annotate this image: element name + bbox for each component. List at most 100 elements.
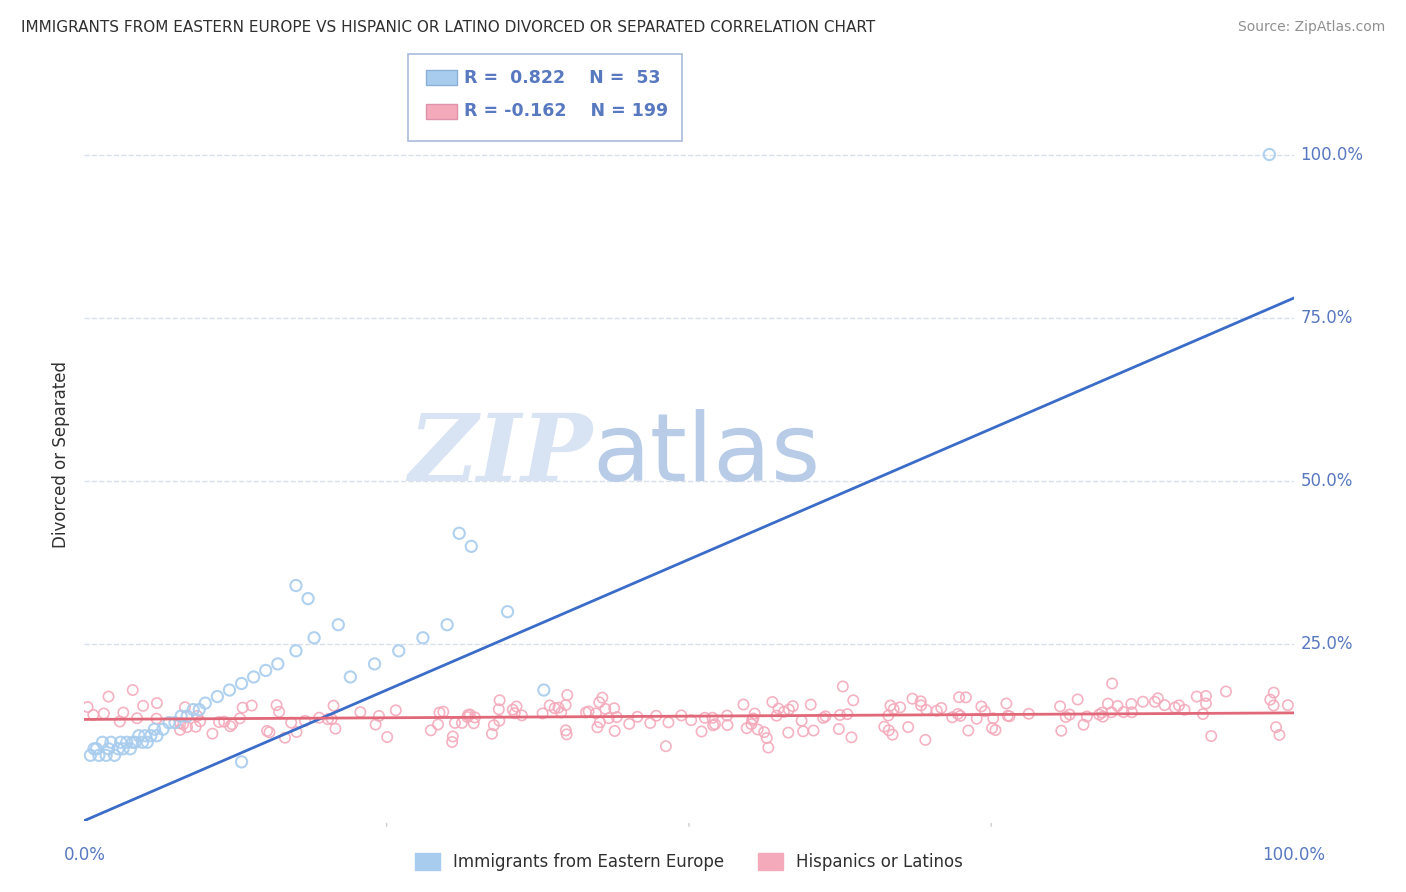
Point	[1258, 692, 1281, 706]
Text: 50.0%: 50.0%	[1301, 472, 1353, 490]
Point	[948, 690, 970, 705]
Point	[1258, 147, 1281, 161]
Point	[110, 735, 132, 749]
Point	[585, 706, 607, 721]
Point	[754, 725, 776, 739]
Text: R = -0.162    N = 199: R = -0.162 N = 199	[464, 103, 668, 120]
Point	[451, 715, 474, 730]
Point	[547, 700, 569, 714]
Point	[302, 631, 325, 645]
Text: ZIP: ZIP	[408, 410, 592, 500]
Point	[321, 712, 343, 726]
Point	[657, 715, 679, 730]
Point	[212, 714, 235, 729]
Point	[201, 726, 224, 740]
Point	[87, 748, 110, 763]
Point	[740, 717, 762, 731]
Point	[591, 690, 613, 705]
Point	[86, 741, 108, 756]
Point	[589, 715, 612, 730]
Point	[339, 670, 361, 684]
Point	[761, 695, 783, 709]
Point	[702, 711, 724, 725]
Point	[1049, 699, 1071, 714]
Point	[502, 703, 524, 717]
Point	[555, 688, 578, 702]
Point	[267, 657, 290, 671]
Point	[463, 716, 485, 731]
Point	[419, 723, 441, 738]
Point	[1195, 689, 1218, 703]
Point	[744, 706, 766, 721]
Point	[457, 708, 479, 723]
Text: 75.0%: 75.0%	[1301, 309, 1353, 326]
Point	[176, 720, 198, 734]
Point	[325, 722, 347, 736]
Point	[208, 714, 231, 729]
Point	[284, 578, 308, 592]
Point	[83, 741, 105, 756]
Point	[768, 701, 790, 715]
Point	[322, 698, 344, 713]
Point	[588, 695, 610, 709]
Point	[240, 698, 263, 713]
Point	[94, 748, 117, 763]
Point	[1050, 723, 1073, 738]
Point	[873, 720, 896, 734]
Point	[882, 728, 904, 742]
Point	[704, 717, 727, 731]
Point	[966, 712, 988, 726]
Point	[104, 748, 127, 763]
Point	[1132, 695, 1154, 709]
Point	[981, 711, 1004, 725]
Point	[482, 718, 505, 732]
Point	[756, 740, 779, 755]
Point	[1101, 706, 1123, 720]
Point	[458, 707, 481, 722]
Point	[543, 701, 565, 715]
Point	[429, 706, 451, 720]
Point	[742, 712, 765, 726]
Point	[97, 690, 120, 704]
Point	[925, 704, 948, 718]
Point	[432, 705, 454, 719]
Point	[308, 711, 330, 725]
Point	[533, 683, 555, 698]
Point	[1101, 676, 1123, 690]
Point	[464, 710, 486, 724]
Point	[1199, 729, 1222, 743]
Point	[1018, 706, 1040, 721]
Point	[555, 727, 578, 741]
Point	[231, 755, 253, 769]
Point	[112, 741, 135, 756]
Point	[842, 693, 865, 707]
Point	[412, 631, 434, 645]
Point	[1107, 698, 1129, 713]
Point	[79, 748, 101, 763]
Point	[1164, 700, 1187, 714]
Point	[1091, 709, 1114, 723]
Point	[1121, 706, 1143, 720]
Point	[1185, 690, 1208, 704]
Point	[76, 700, 98, 714]
Point	[186, 709, 208, 723]
Point	[1076, 709, 1098, 723]
Point	[503, 706, 526, 721]
Point	[941, 710, 963, 724]
Point	[800, 698, 823, 712]
Point	[755, 731, 778, 745]
Point	[131, 735, 153, 749]
Point	[778, 702, 800, 716]
Point	[269, 705, 291, 719]
Point	[595, 702, 617, 716]
Point	[232, 700, 254, 714]
Point	[125, 711, 148, 725]
Point	[388, 644, 411, 658]
Point	[488, 714, 510, 728]
Point	[132, 698, 155, 713]
Point	[349, 705, 371, 719]
Point	[877, 708, 900, 723]
Point	[1263, 698, 1285, 713]
Point	[169, 716, 191, 731]
Point	[901, 691, 924, 706]
